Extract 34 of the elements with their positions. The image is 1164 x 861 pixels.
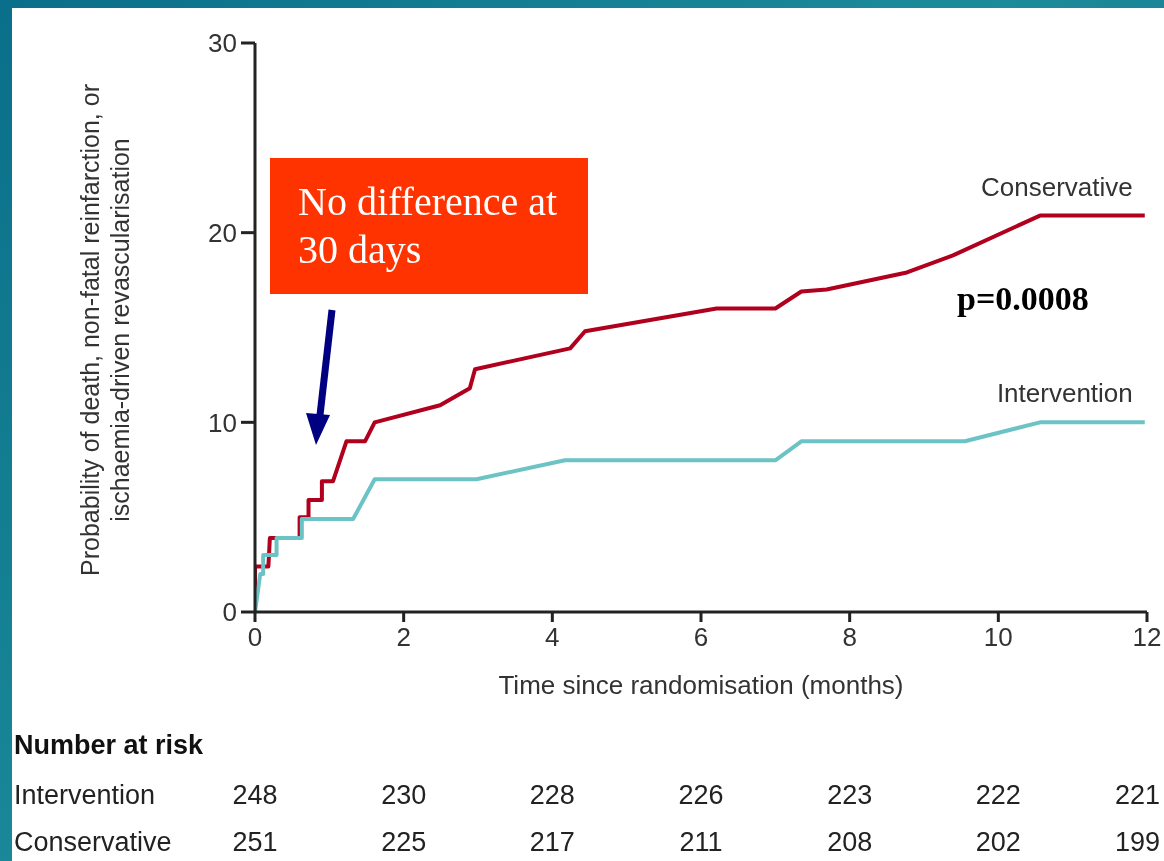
- y-tick-label: 10: [208, 407, 237, 438]
- series-label: Intervention: [996, 378, 1133, 409]
- text: 202: [975, 827, 1021, 858]
- annotation: p=0.0008: [957, 280, 1089, 318]
- y-axis-title: Probability of death, non-fatal reinfarction, or ischaemia-driven revascularisation: [75, 83, 135, 578]
- x-axis-title: Time since randomisation (months): [498, 670, 904, 700]
- text: 199: [1114, 827, 1160, 858]
- text: 228: [529, 780, 575, 811]
- text: Number at risk: [14, 730, 204, 761]
- text: 208: [827, 827, 873, 858]
- annotation: No difference at 30 days: [270, 158, 588, 294]
- x-tick-label: 10: [983, 622, 1013, 653]
- y-tick-label: 0: [222, 597, 237, 628]
- x-tick-label: 8: [842, 622, 857, 653]
- text: 217: [529, 827, 575, 858]
- text: 225: [381, 827, 427, 858]
- text: 222: [975, 780, 1021, 811]
- y-tick-label: 30: [208, 28, 237, 59]
- x-tick-label: 4: [545, 622, 560, 653]
- text: 221: [1114, 780, 1160, 811]
- text: 230: [381, 780, 427, 811]
- text: Conservative: [14, 827, 172, 858]
- y-tick-label: 20: [208, 217, 237, 248]
- x-tick-label: 12: [1132, 622, 1162, 653]
- text: 248: [232, 780, 278, 811]
- series-label: Conservative: [981, 171, 1133, 202]
- text: 223: [827, 780, 873, 811]
- text: 211: [679, 827, 723, 858]
- x-tick-label: 2: [396, 622, 411, 653]
- text: Intervention: [14, 780, 156, 811]
- x-tick-label: 0: [247, 622, 263, 653]
- text: 226: [678, 780, 724, 811]
- x-tick-label: 6: [693, 622, 709, 653]
- text: 251: [232, 827, 278, 858]
